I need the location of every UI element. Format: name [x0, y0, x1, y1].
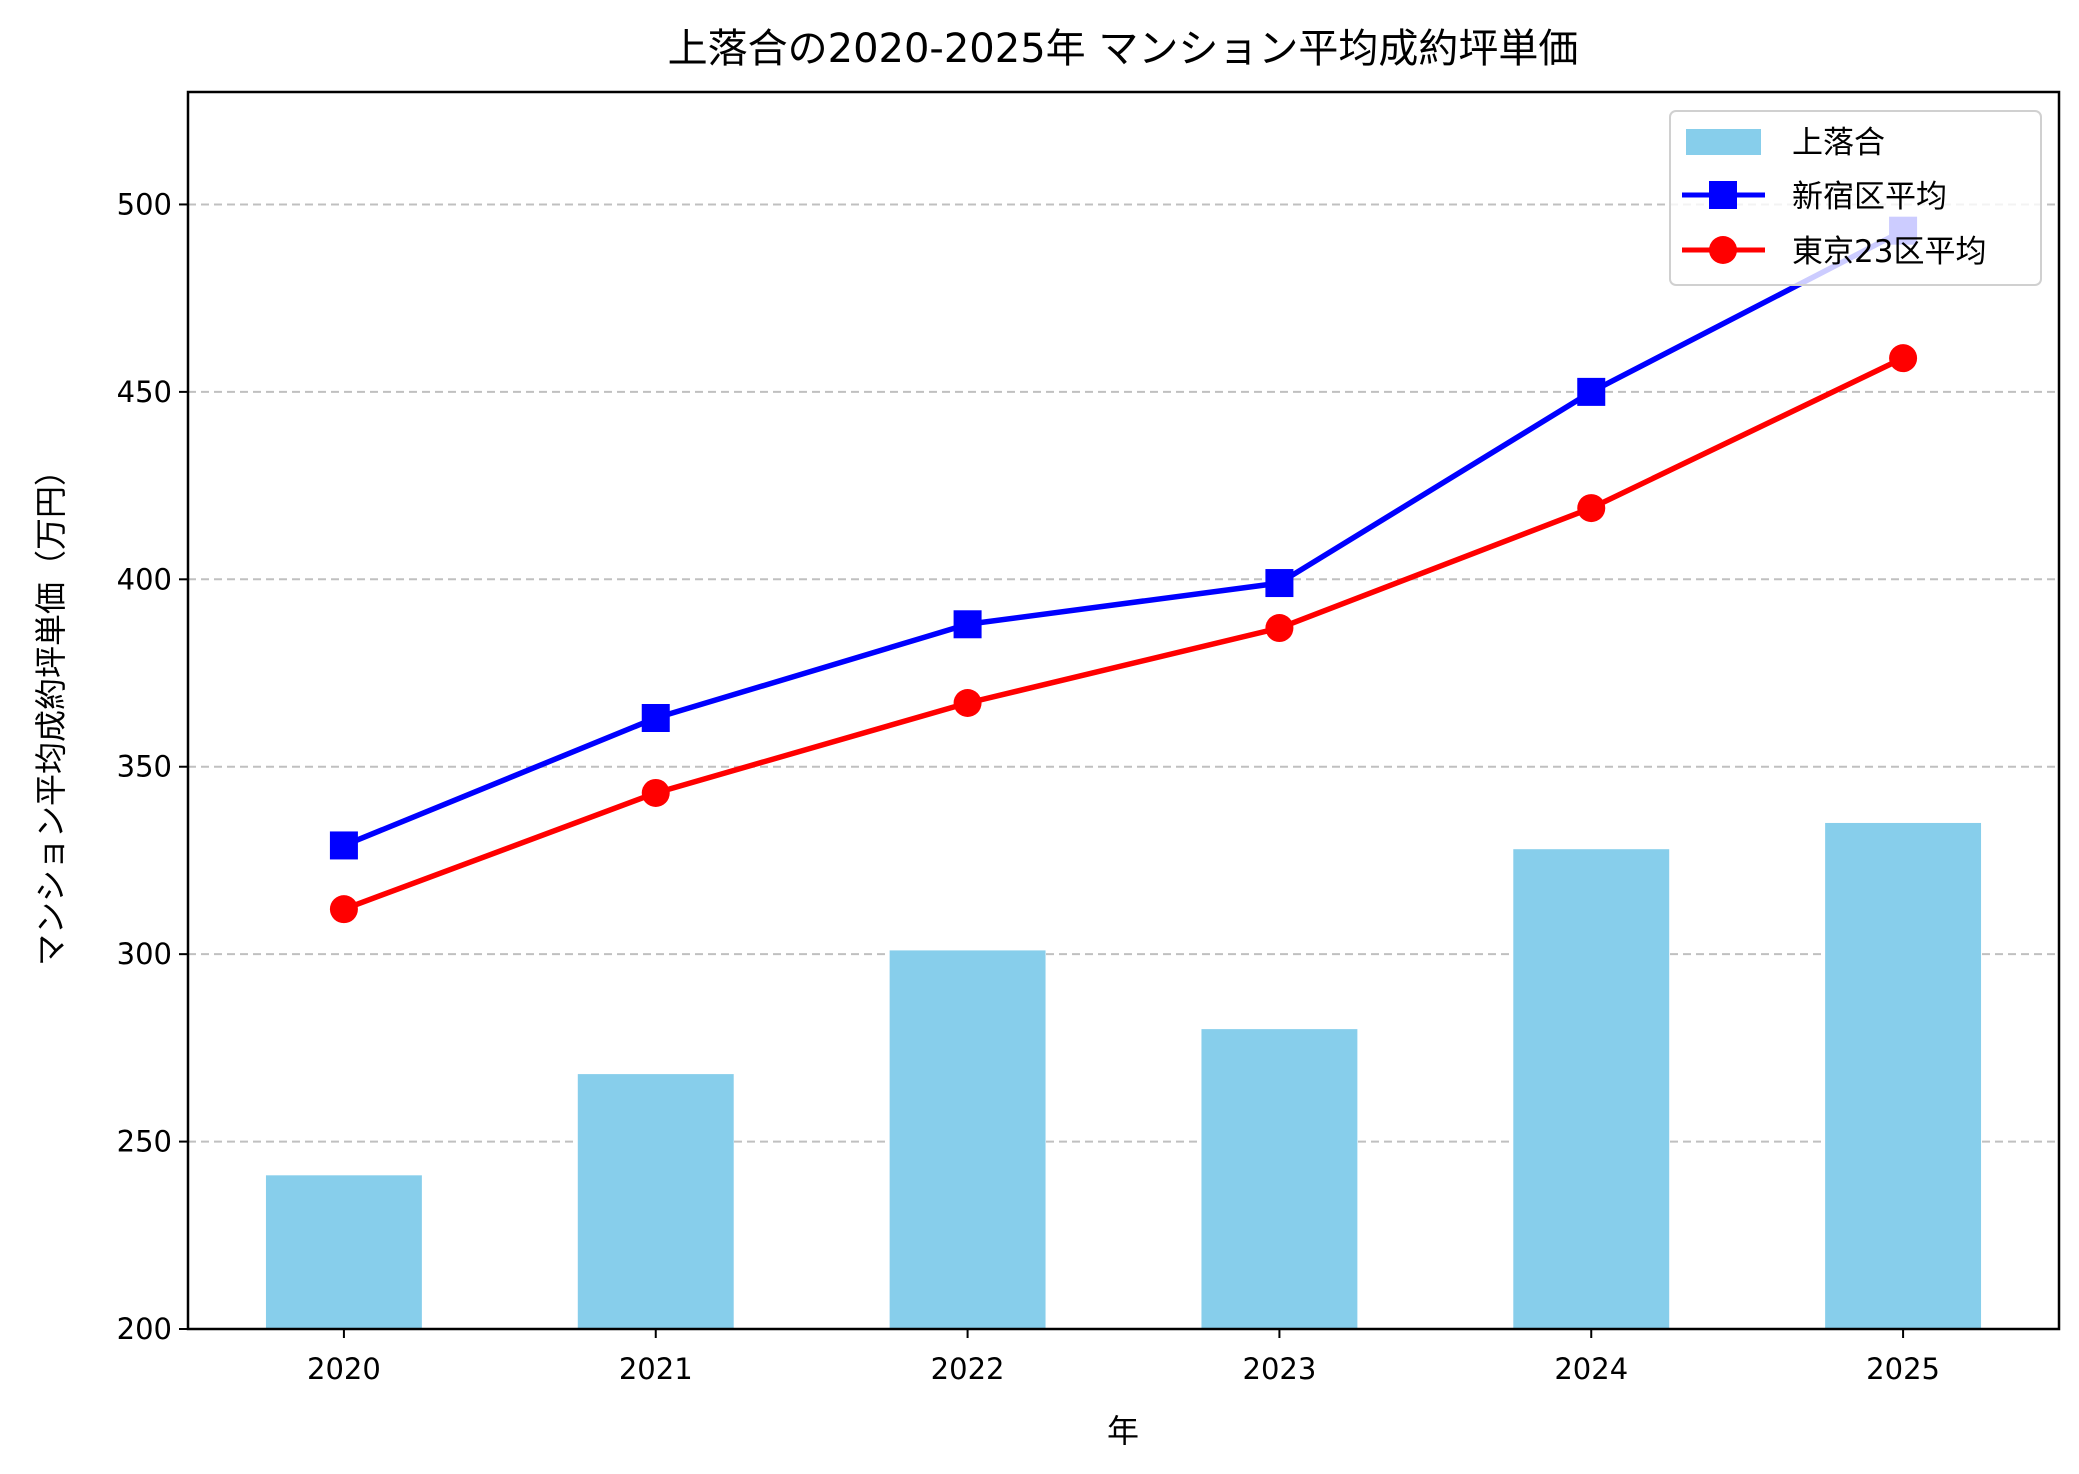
x-axis-label: 年 [1107, 1412, 1139, 1450]
legend-swatch-bar [1686, 129, 1761, 155]
y-tick-label: 500 [117, 187, 172, 221]
bar [577, 1074, 734, 1329]
x-tick-label: 2021 [619, 1352, 693, 1386]
marker-square [953, 610, 982, 639]
bar [1513, 849, 1670, 1329]
line-series [329, 216, 1918, 924]
y-tick-label: 200 [117, 1312, 172, 1346]
marker-circle [641, 778, 670, 807]
y-tick-label: 450 [117, 375, 172, 409]
y-axis-label: マンション平均成約坪単価（万円） [32, 454, 70, 966]
x-tick-label: 2023 [1243, 1352, 1317, 1386]
legend-label-line-2: 東京23区平均 [1792, 234, 1986, 270]
legend-marker-square [1709, 181, 1737, 209]
legend: 上落合 新宿区平均 東京23区平均 [1669, 110, 2042, 286]
x-tick-label: 2024 [1554, 1352, 1628, 1386]
marker-circle [1577, 494, 1606, 523]
chart-title: 上落合の2020-2025年 マンション平均成約坪単価 [668, 26, 1579, 72]
x-tick-label: 2025 [1866, 1352, 1940, 1386]
bar-series [265, 822, 1982, 1329]
marker-circle [953, 689, 982, 718]
y-tick-label: 250 [117, 1125, 172, 1159]
legend-marker-circle [1709, 236, 1737, 264]
marker-square [1265, 569, 1294, 598]
marker-circle [1889, 344, 1918, 373]
line-1 [342, 228, 1905, 848]
bar [1825, 822, 1982, 1329]
x-axis-ticks: 2020 2021 2022 2023 2024 2025 [307, 1329, 1940, 1386]
marker-circle [1265, 614, 1294, 643]
bar [889, 950, 1046, 1329]
bar [1201, 1029, 1358, 1329]
legend-label-line-1: 新宿区平均 [1792, 179, 1947, 215]
x-tick-label: 2020 [307, 1352, 381, 1386]
plot-frame [186, 90, 2061, 1331]
bar [265, 1175, 422, 1329]
x-tick-label: 2022 [931, 1352, 1005, 1386]
y-tick-label: 400 [117, 562, 172, 596]
y-tick-label: 300 [117, 937, 172, 971]
marker-circle [329, 895, 358, 924]
line-2 [342, 355, 1905, 912]
y-axis-ticks: 200 250 300 350 400 450 500 [117, 187, 188, 1346]
marker-square [641, 703, 670, 732]
marker-square [329, 831, 358, 860]
legend-label-bar: 上落合 [1792, 125, 1885, 161]
grid-lines [188, 203, 2059, 1143]
legend-box [1669, 110, 2042, 286]
y-tick-label: 350 [117, 750, 172, 784]
marker-square [1577, 377, 1606, 406]
